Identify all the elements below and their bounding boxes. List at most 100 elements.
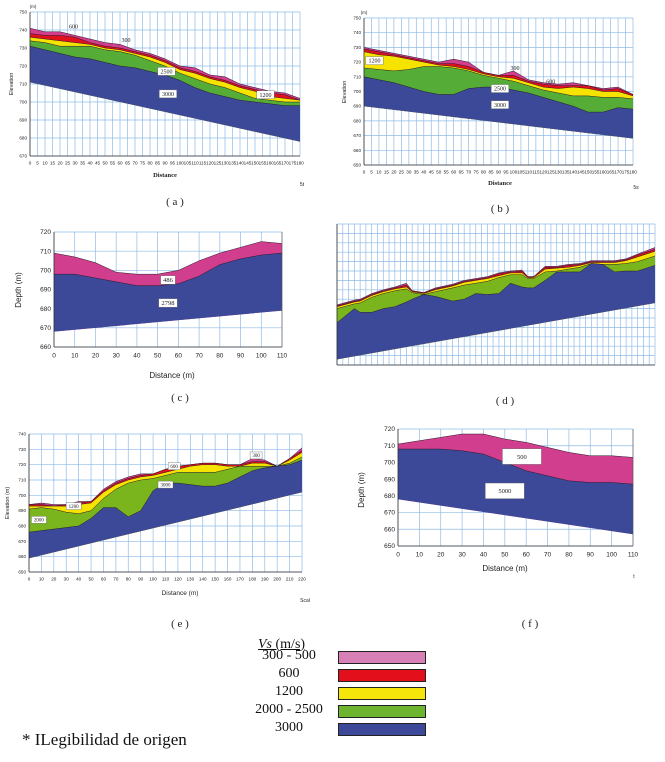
panel-e: 0 10 20 30 40 50 60 70 80 90 100 110 120 130 140 150 160… xyxy=(5,432,310,630)
layer-label-box xyxy=(485,482,525,499)
x-tick-label: 10 xyxy=(42,161,48,166)
y-tick-label: 660 xyxy=(384,526,395,533)
x-tick-label: 160 xyxy=(224,577,232,582)
x-tick-label: 90 xyxy=(496,170,502,175)
x-tick-label: 110 xyxy=(162,577,170,582)
x-tick-label: 40 xyxy=(76,577,82,582)
x-tick-label: 45 xyxy=(429,170,435,175)
y-tick-label: 740 xyxy=(353,30,361,35)
panel-f: 0 10 20 30 40 50 60 70 80 90 100 110 650 660 670 680 690… xyxy=(357,426,639,630)
layer-label: 2500 xyxy=(161,70,173,76)
layer-boundary xyxy=(336,251,656,307)
y-axis-unit: (m) xyxy=(361,10,368,15)
layer-boundary xyxy=(54,252,283,286)
y-tick-label: 710 xyxy=(19,82,27,87)
y-axis-title: Elevation xyxy=(9,73,15,96)
x-tick-label: 25 xyxy=(399,170,405,175)
panel-caption: ( a ) xyxy=(166,196,184,208)
x-tick-label: 40 xyxy=(421,170,427,175)
x-tick-label: 70 xyxy=(544,552,552,559)
x-tick-label: 220 xyxy=(298,577,306,582)
x-tick-label: 165 xyxy=(607,170,615,175)
panel-caption: ( d ) xyxy=(496,395,515,407)
legend-swatch xyxy=(338,705,426,718)
layer-label: 300 xyxy=(122,38,131,44)
x-tick-label: 15 xyxy=(50,161,56,166)
legend-item: 1200 xyxy=(240,684,430,702)
x-tick-label: 0 xyxy=(363,170,366,175)
x-tick-label: 150 xyxy=(251,161,259,166)
layer-label: 3000 xyxy=(494,103,506,109)
legend-swatch xyxy=(338,687,426,700)
x-tick-label: 60 xyxy=(117,161,123,166)
layer-2798 xyxy=(54,253,282,332)
layer-label-box xyxy=(256,90,275,100)
x-tick-label: 130 xyxy=(554,170,562,175)
x-tick-label: 125 xyxy=(547,170,555,175)
y-tick-label: 710 xyxy=(40,248,51,255)
x-tick-label: 25 xyxy=(65,161,71,166)
layer-boundary xyxy=(53,241,283,275)
legend-swatch xyxy=(338,669,426,682)
y-tick-label: 730 xyxy=(353,45,361,50)
x-tick-label: 45 xyxy=(95,161,101,166)
legend-swatch xyxy=(338,723,426,736)
layer-boundary xyxy=(336,247,656,306)
x-tick-label: 75 xyxy=(140,161,146,166)
y-tick-label: 670 xyxy=(40,325,51,332)
legend-label: 600 xyxy=(278,666,300,681)
x-tick-label: 160 xyxy=(599,170,607,175)
layer-boundary xyxy=(29,27,301,99)
layer-boundary xyxy=(29,40,300,103)
x-axis-title: Distance xyxy=(488,180,512,187)
x-tick-label: 110 xyxy=(525,170,533,175)
x-tick-label: 140 xyxy=(199,577,207,582)
x-tick-label: 60 xyxy=(523,552,531,559)
y-axis-unit: (m) xyxy=(30,4,37,9)
x-tick-label: 100 xyxy=(149,577,157,582)
x-tick-label: 110 xyxy=(628,552,639,559)
x-tick-label: 50 xyxy=(88,577,94,582)
y-tick-label: 720 xyxy=(19,64,27,69)
x-tick-label: 0 xyxy=(396,552,400,559)
layer-boundary xyxy=(363,66,634,100)
y-tick-label: 750 xyxy=(19,10,27,15)
layer-label-box xyxy=(157,67,176,76)
x-tick-label: 135 xyxy=(229,161,237,166)
y-tick-label: 700 xyxy=(384,460,395,467)
y-tick-label: 740 xyxy=(19,28,27,33)
y-tick-label: 710 xyxy=(353,74,361,79)
x-tick-label: 20 xyxy=(57,161,63,166)
legend-label: 3000 xyxy=(275,720,303,735)
layer-boundary xyxy=(28,456,303,514)
x-tick-label: 90 xyxy=(237,353,245,360)
x-tick-label: 175 xyxy=(289,161,297,166)
layer-label: 2000 xyxy=(34,519,45,524)
layer-label-box xyxy=(160,275,176,285)
y-tick-label: 710 xyxy=(18,478,26,483)
y-tick-label: 730 xyxy=(19,46,27,51)
x-tick-label: 20 xyxy=(92,353,100,360)
y-tick-label: 720 xyxy=(384,426,395,433)
x-tick-label: 170 xyxy=(281,161,289,166)
layer-label: 3000 xyxy=(162,92,174,98)
layer-label: 1200 xyxy=(69,505,80,510)
x-tick-label: 5 xyxy=(370,170,373,175)
y-tick-label: 700 xyxy=(353,89,361,94)
x-tick-label: 180 xyxy=(296,161,304,166)
x-tick-label: 100 xyxy=(256,353,267,360)
layer-boundary xyxy=(363,48,634,95)
x-tick-label: 15 xyxy=(384,170,390,175)
y-tick-label: 690 xyxy=(40,287,51,294)
x-tick-label: 135 xyxy=(562,170,570,175)
y-tick-label: 730 xyxy=(18,447,26,452)
x-tick-label: 190 xyxy=(261,577,269,582)
y-tick-label: 690 xyxy=(353,104,361,109)
layer-label-box xyxy=(502,448,542,465)
x-tick-label: 170 xyxy=(236,577,244,582)
x-tick-label: 90 xyxy=(587,552,595,559)
layer-label: 1200 xyxy=(260,93,272,99)
x-tick-label: 70 xyxy=(132,161,138,166)
y-axis-title: Elevation xyxy=(342,81,348,104)
x-tick-label: 140 xyxy=(236,161,244,166)
